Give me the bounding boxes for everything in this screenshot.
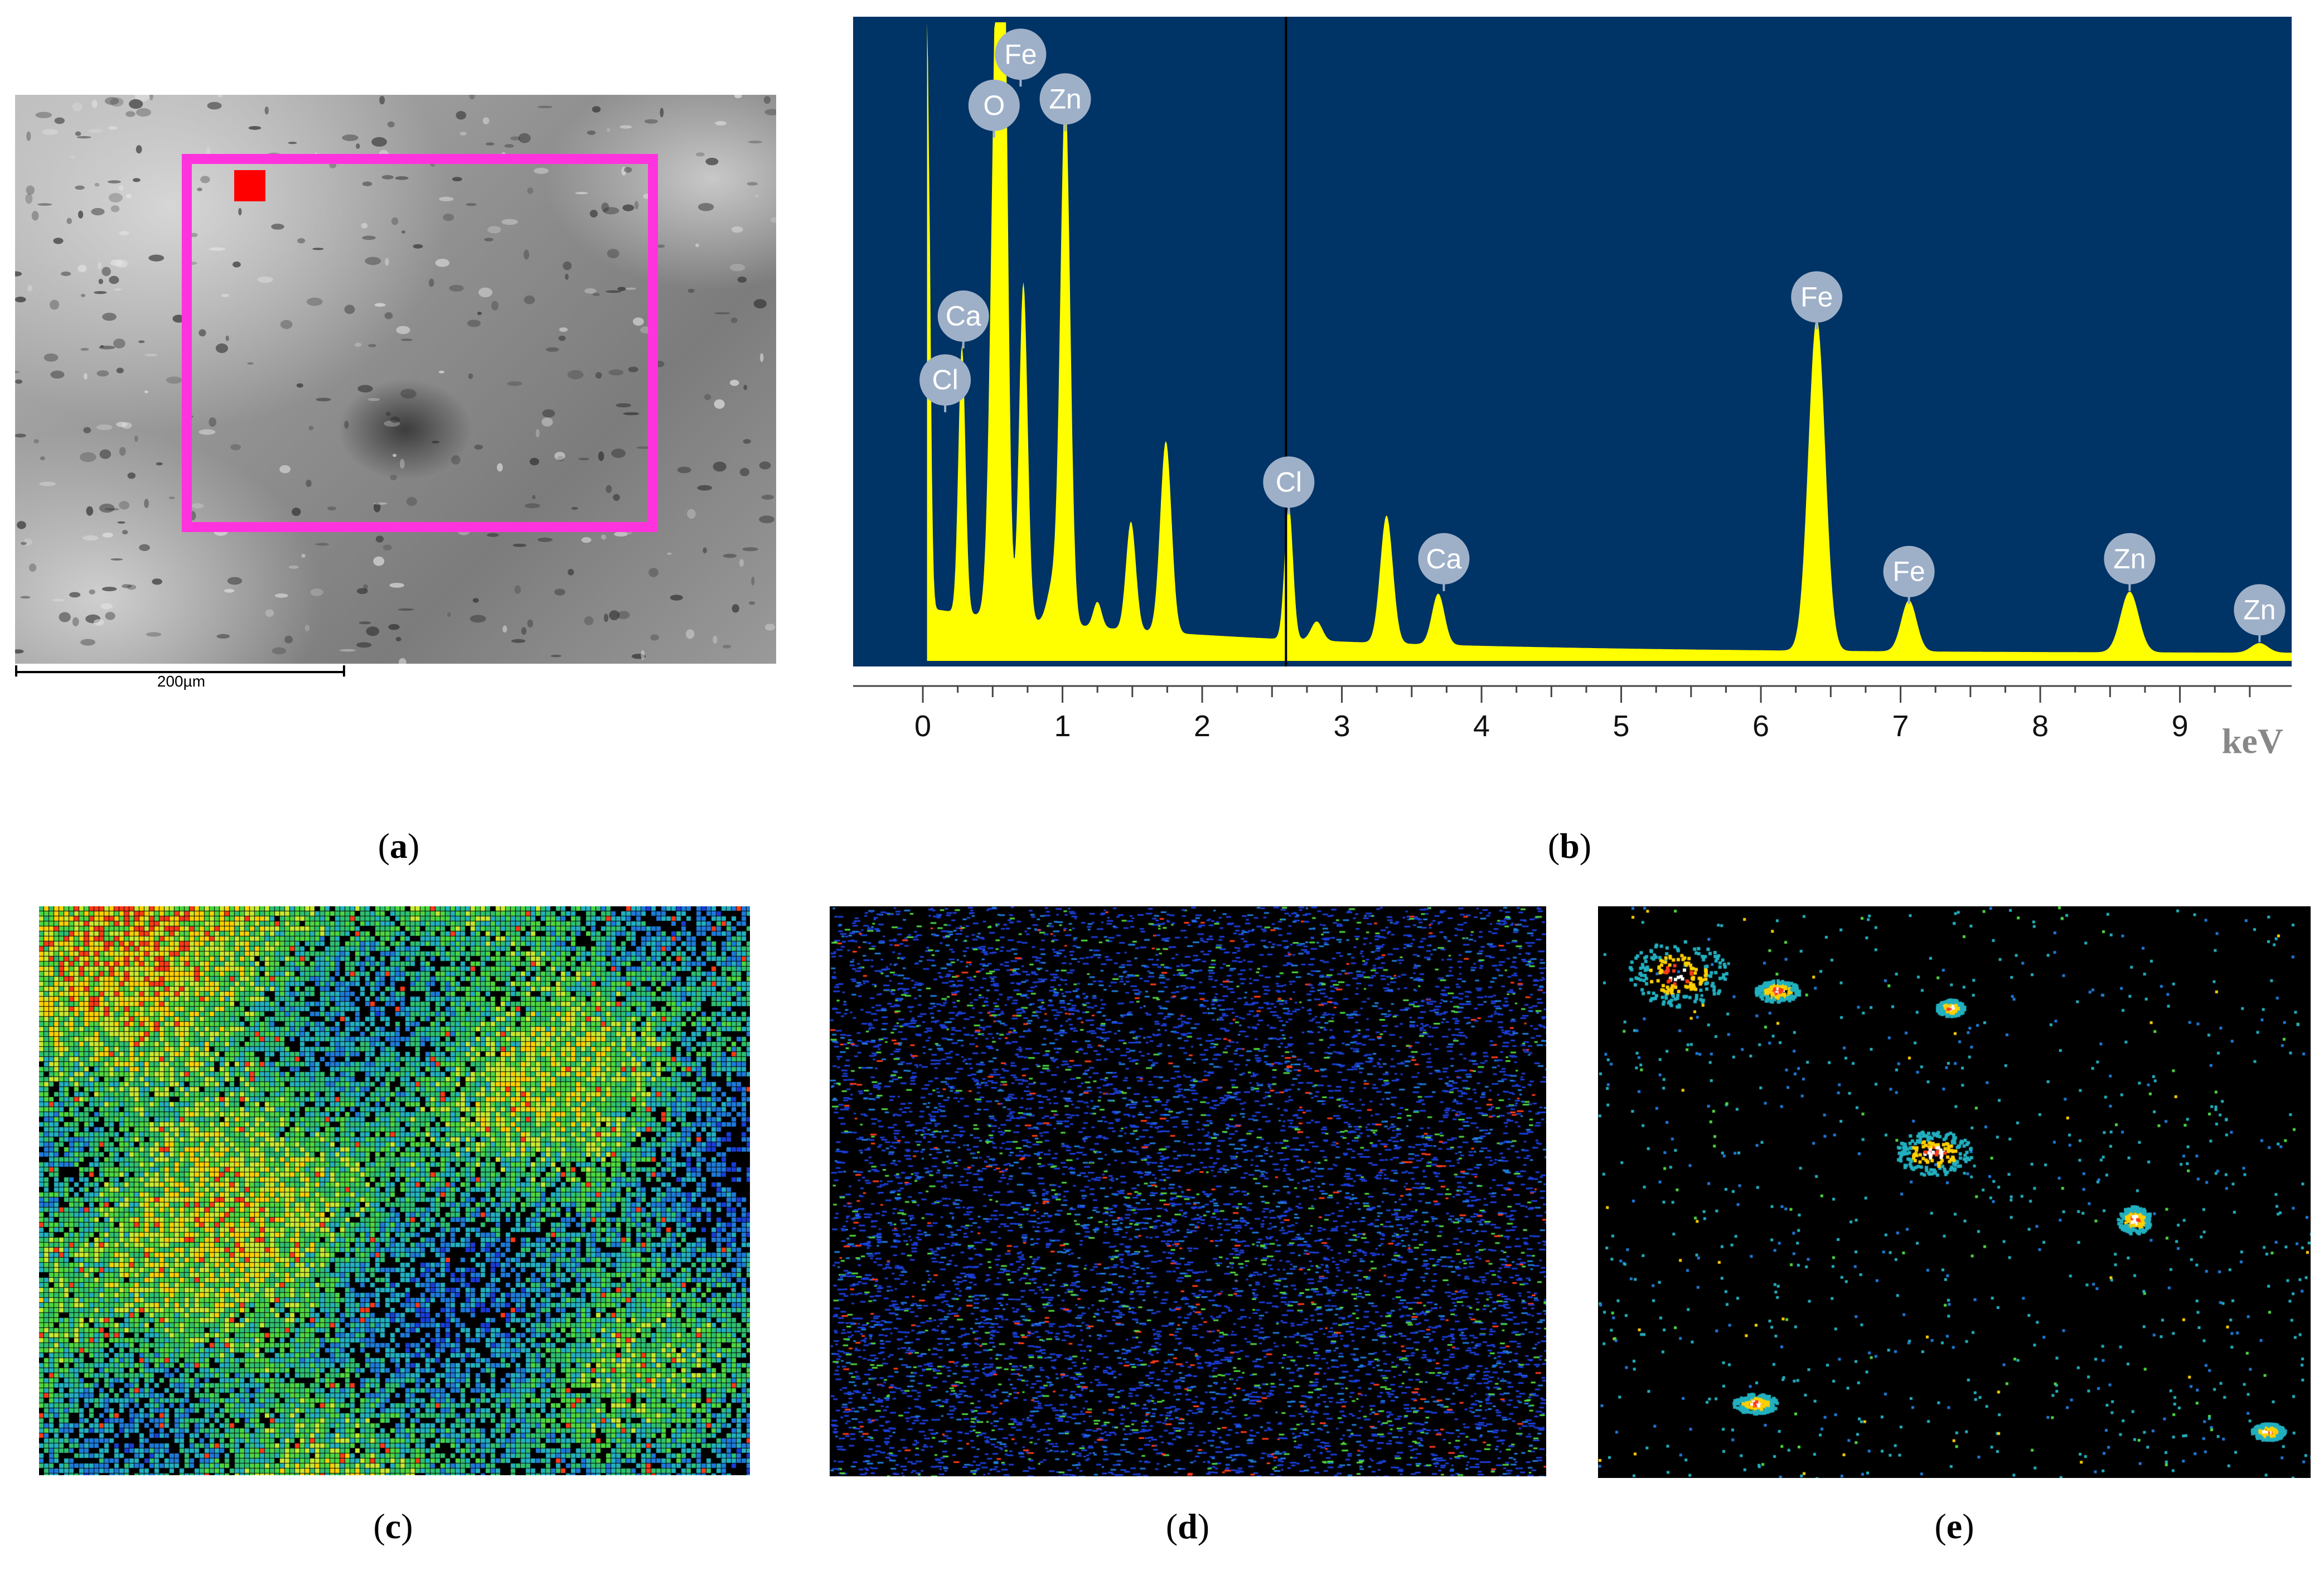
peak-label-badge bbox=[2104, 533, 2156, 584]
elemental-map-e bbox=[1598, 906, 2311, 1478]
caption-c: (c) bbox=[373, 1506, 413, 1546]
scale-bar-tick bbox=[15, 665, 17, 677]
elemental-map-d bbox=[830, 906, 1546, 1476]
peak-label-badge bbox=[937, 290, 989, 342]
peak-label-badge bbox=[2234, 584, 2286, 636]
roi-rectangle bbox=[182, 154, 658, 532]
sem-texture bbox=[15, 95, 776, 664]
x-tick-label: 0 bbox=[914, 709, 931, 743]
caption-b: (b) bbox=[1547, 826, 1592, 866]
scale-bar bbox=[15, 671, 345, 673]
spot-marker bbox=[234, 170, 265, 201]
x-tick-label: 6 bbox=[1752, 709, 1769, 743]
peak-label: Cl bbox=[932, 364, 958, 395]
caption-a: (a) bbox=[377, 826, 420, 866]
eds-spectrum-chart: Fe O Zn Ca Cl Cl Ca Fe Fe Zn Zn 0 1 2 3 4 5 6 7 8 9 keV bbox=[853, 17, 2292, 798]
peak-label: Ca bbox=[1426, 543, 1461, 574]
sem-overlay bbox=[15, 95, 776, 664]
peak-label: Fe bbox=[1892, 556, 1925, 587]
peak-label-badge bbox=[1039, 73, 1091, 125]
x-tick-label: 2 bbox=[1194, 709, 1211, 743]
peak-label-badge bbox=[1883, 545, 1935, 597]
x-axis-label: keV bbox=[2222, 721, 2283, 761]
caption-d: (d) bbox=[1165, 1506, 1210, 1546]
peak-label-badge bbox=[1418, 533, 1470, 584]
peak-label-badge bbox=[968, 79, 1020, 131]
x-tick-label: 5 bbox=[1613, 709, 1630, 743]
peak-label-badge bbox=[1791, 271, 1843, 323]
scale-bar-tick bbox=[343, 665, 345, 677]
spectrum-svg: Fe O Zn Ca Cl Cl Ca Fe Fe Zn Zn 0 1 2 3 4 5 6 7 8 9 keV bbox=[853, 17, 2292, 761]
peak-label: Ca bbox=[946, 301, 981, 332]
x-tick-label: 4 bbox=[1473, 709, 1490, 743]
x-tick-label: 9 bbox=[2172, 709, 2189, 743]
peak-label: Zn bbox=[2113, 543, 2146, 574]
spectrum-trace bbox=[927, 22, 2292, 661]
spectrum-background bbox=[853, 17, 2292, 666]
scale-bar-label: 200µm bbox=[157, 673, 206, 690]
x-tick-label: 3 bbox=[1334, 709, 1350, 743]
peak-label-badge bbox=[995, 28, 1047, 80]
peak-label-badge bbox=[919, 354, 971, 406]
x-tick-label: 8 bbox=[2032, 709, 2049, 743]
peak-label: Zn bbox=[1049, 83, 1081, 114]
elemental-map-c bbox=[39, 906, 750, 1475]
peak-label-badge bbox=[1263, 456, 1315, 508]
peak-label: Fe bbox=[1004, 38, 1037, 70]
peak-label: Zn bbox=[2243, 594, 2275, 625]
x-tick-label: 7 bbox=[1892, 709, 1909, 743]
peak-label: O bbox=[983, 90, 1005, 121]
sem-micrograph bbox=[15, 95, 776, 664]
x-tick-label: 1 bbox=[1054, 709, 1071, 743]
caption-e: (e) bbox=[1934, 1506, 1974, 1546]
peak-label: Cl bbox=[1276, 466, 1302, 497]
peak-label: Fe bbox=[1800, 281, 1833, 312]
